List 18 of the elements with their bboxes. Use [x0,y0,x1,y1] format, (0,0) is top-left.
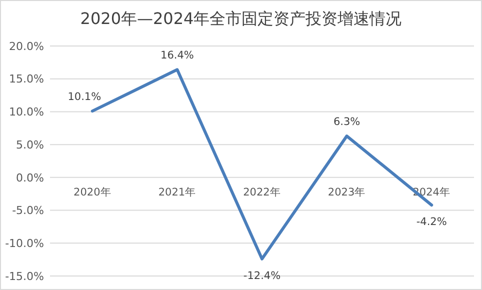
chart-title: 2020年—2024年全市固定资产投资增速情况 [80,9,402,28]
x-tick-label: 2021年 [158,186,196,198]
data-label: 6.3% [333,116,360,128]
y-tick-label: 15.0% [9,72,44,86]
data-label: 16.4% [160,50,194,62]
y-tick-label: -10.0% [5,236,44,250]
data-label: 10.1% [68,91,102,104]
y-tick-label: 0.0% [16,171,44,184]
x-tick-label: 2022年 [243,186,281,198]
y-tick-label: 5.0% [16,138,44,152]
data-label: -12.4% [243,270,281,282]
y-tick-label: -15.0% [5,270,44,283]
x-tick-label: 2020年 [74,186,112,198]
y-tick-label: -5.0% [12,204,44,218]
y-tick-label: 10.0% [9,106,44,119]
y-tick-label: 20.0% [9,40,44,53]
data-label: -4.2% [416,216,447,228]
x-tick-label: 2023年 [328,186,366,198]
